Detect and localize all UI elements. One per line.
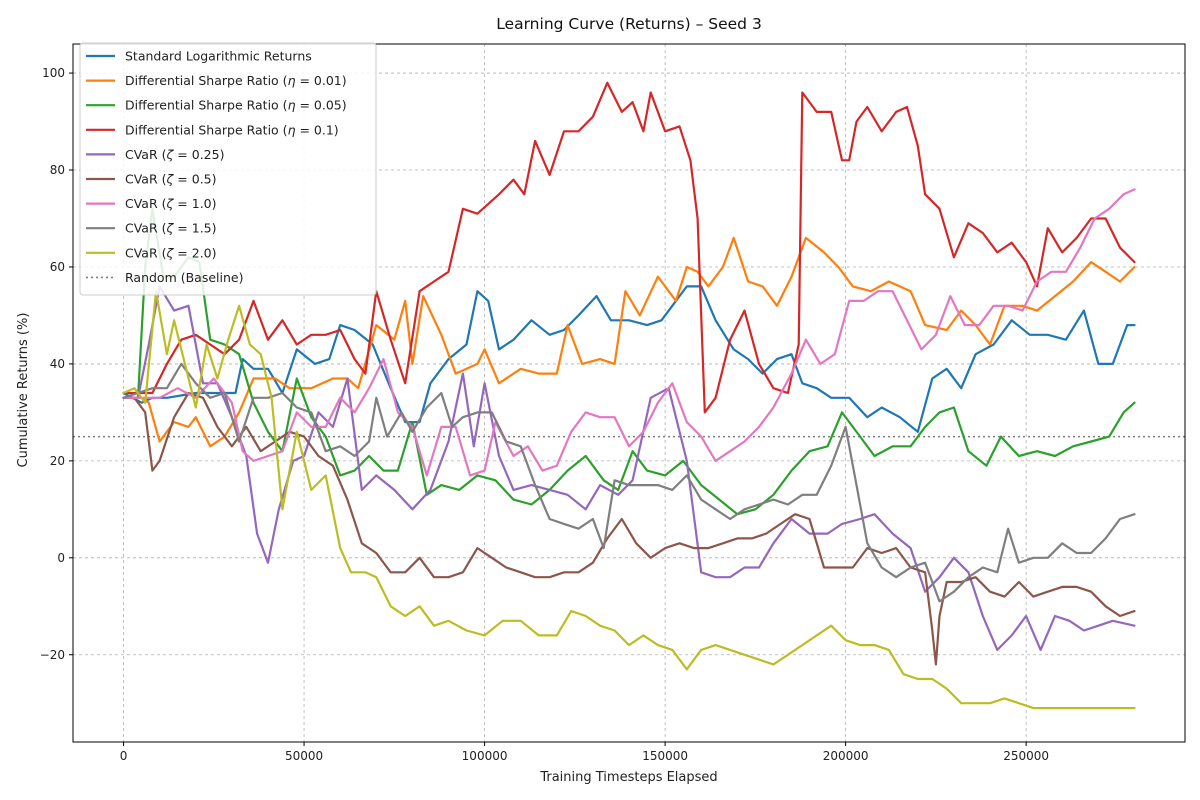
y-tick-label: 20 bbox=[50, 454, 65, 468]
y-tick-label: 100 bbox=[42, 66, 65, 80]
series-line-8 bbox=[122, 362, 1136, 603]
x-tick-label: 100000 bbox=[462, 749, 508, 763]
legend-entry: CVaR (ζ = 2.0) bbox=[125, 245, 217, 260]
legend-entry: Differential Sharpe Ratio (η = 0.05) bbox=[125, 98, 347, 113]
series-line-6 bbox=[122, 391, 1136, 666]
legend-box bbox=[79, 42, 377, 296]
y-tick-label: 40 bbox=[50, 357, 65, 371]
legend-entry: Random (Baseline) bbox=[125, 270, 243, 285]
legend-entry: CVaR (ζ = 1.5) bbox=[125, 221, 217, 236]
series-layer bbox=[122, 81, 1136, 710]
y-tick-label: 60 bbox=[50, 260, 65, 274]
legend-entry: CVaR (ζ = 0.5) bbox=[125, 172, 217, 187]
legend-entry: Differential Sharpe Ratio (η = 0.1) bbox=[125, 122, 339, 137]
legend-entry: CVaR (ζ = 1.0) bbox=[125, 196, 217, 211]
y-tick-label: 0 bbox=[57, 551, 65, 565]
plot-frame bbox=[72, 43, 1186, 743]
legend-entry: Standard Logarithmic Returns bbox=[125, 49, 312, 64]
y-axis: −20 0 20 40 60 80 100 bbox=[40, 66, 73, 662]
x-axis: 0 50000 100000 150000 200000 250000 bbox=[120, 742, 1049, 763]
x-tick-label: 50000 bbox=[285, 749, 323, 763]
y-tick-label: −20 bbox=[40, 648, 65, 662]
series-line-7 bbox=[122, 188, 1136, 477]
series-line-9 bbox=[122, 290, 1136, 710]
series-line-5 bbox=[122, 285, 1136, 651]
x-tick-label: 250000 bbox=[1003, 749, 1049, 763]
y-axis-label: Cumulative Returns (%) bbox=[16, 313, 31, 468]
chart-title: Learning Curve (Returns) – Seed 3 bbox=[496, 15, 762, 33]
series-line-4 bbox=[122, 81, 1136, 414]
series-line-1 bbox=[122, 285, 1136, 433]
legend-entry: Differential Sharpe Ratio (η = 0.01) bbox=[125, 73, 347, 88]
legend-entry: CVaR (ζ = 0.25) bbox=[125, 147, 224, 162]
x-axis-label: Training Timesteps Elapsed bbox=[539, 770, 717, 785]
legend: Standard Logarithmic Returns Differential… bbox=[79, 42, 377, 296]
series-line-3 bbox=[122, 207, 1136, 516]
x-tick-label: 150000 bbox=[642, 749, 688, 763]
x-tick-label: 0 bbox=[120, 749, 128, 763]
x-tick-label: 200000 bbox=[823, 749, 869, 763]
y-tick-label: 80 bbox=[50, 163, 65, 177]
